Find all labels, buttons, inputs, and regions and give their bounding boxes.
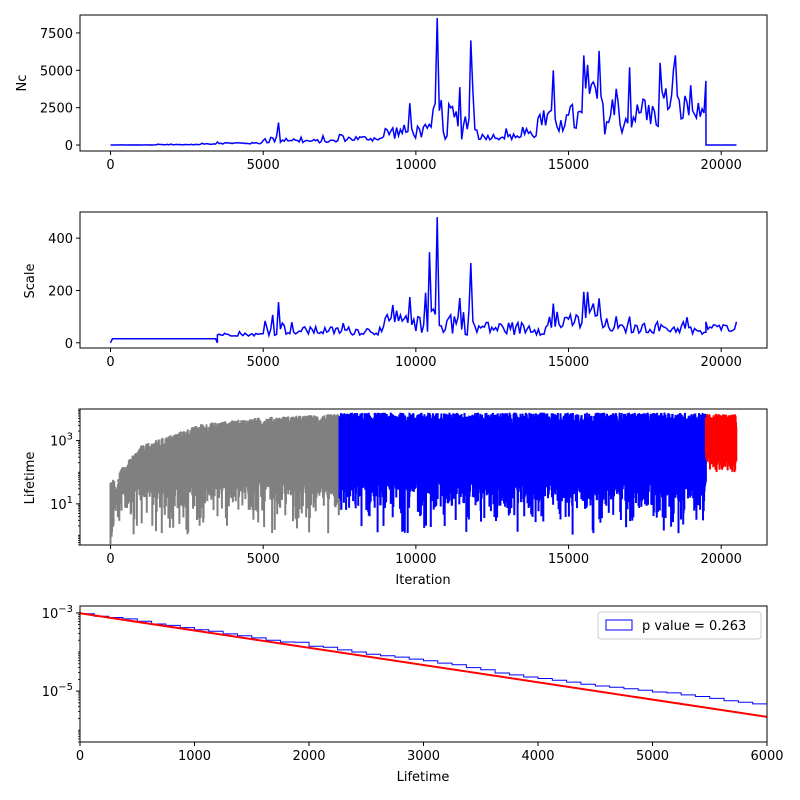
xtick-label: 3000 [407, 749, 440, 764]
ytick-label: 103 [50, 432, 73, 450]
ytick-label: 200 [48, 284, 73, 299]
xtick-label: 2000 [292, 749, 325, 764]
ytick-label: 5000 [40, 64, 73, 79]
ytick-label: 10−5 [42, 682, 73, 700]
xtick-label: 5000 [247, 552, 280, 567]
xtick-label: 5000 [636, 749, 669, 764]
panel-scale: 0 5000 10000 15000 20000 0 200 400 Scale [23, 211, 768, 370]
panel-lifetime: 0 5000 10000 15000 20000 101 103 Lifetime Iter… [23, 408, 768, 588]
ytick-label: 10−3 [42, 604, 73, 622]
xtick-label: 15000 [548, 355, 589, 370]
xtick-label: 10000 [395, 158, 436, 173]
series-line [110, 17, 737, 146]
scale-ylabel: Scale [23, 264, 38, 299]
xtick-label: 20000 [701, 552, 742, 567]
panel-histogram: p value = 0.263 0 1000 2000 3000 4000 5000 6000… [42, 604, 784, 785]
xtick-label: 0 [106, 158, 114, 173]
histogram-xlabel: Lifetime [397, 770, 450, 785]
histogram-step [80, 613, 767, 742]
xtick-label: 15000 [548, 158, 589, 173]
xtick-label: 10000 [395, 552, 436, 567]
lifetime-xlabel: Iteration [395, 573, 450, 588]
series-layer [109, 217, 738, 344]
lifetime-plot-area: 0 5000 10000 15000 20000 101 103 [50, 408, 768, 567]
lifetime-ylabel: Lifetime [23, 452, 38, 505]
nc-ylabel: Nc [15, 75, 30, 92]
scale-plot-area: 0 5000 10000 15000 20000 0 200 400 [48, 211, 768, 370]
ytick-label: 7500 [40, 27, 73, 42]
panel-nc: 0 5000 10000 15000 20000 0 2500 5000 7500 Nc [15, 14, 768, 173]
legend-swatch [605, 619, 633, 631]
series-layer [110, 17, 737, 146]
axes-frame [79, 14, 768, 152]
ytick-label: 0 [65, 337, 73, 352]
ytick-label: 0 [65, 139, 73, 154]
series-layer [80, 612, 767, 742]
histogram-plot-area: p value = 0.263 0 1000 2000 3000 4000 5000 6000… [42, 604, 784, 764]
xtick-label: 5000 [247, 355, 280, 370]
fit-line [80, 612, 767, 718]
xtick-label: 1000 [178, 749, 211, 764]
series-line [109, 217, 738, 344]
series-band [109, 414, 341, 545]
ytick-label: 400 [48, 232, 73, 247]
series-band [338, 412, 707, 535]
xtick-label: 20000 [701, 158, 742, 173]
ytick-label: 101 [50, 495, 73, 513]
xtick-label: 10000 [395, 355, 436, 370]
xtick-label: 0 [106, 355, 114, 370]
xtick-label: 15000 [548, 552, 589, 567]
ytick-label: 2500 [40, 102, 73, 117]
xtick-label: 4000 [521, 749, 554, 764]
xtick-label: 5000 [247, 158, 280, 173]
xtick-label: 0 [76, 749, 84, 764]
axes-frame [79, 211, 768, 349]
series-band [704, 413, 738, 473]
legend: p value = 0.263 [597, 611, 762, 640]
nc-plot-area: 0 5000 10000 15000 20000 0 2500 5000 7500 [40, 14, 768, 173]
xtick-label: 0 [106, 552, 114, 567]
series-layer [109, 412, 738, 545]
legend-label: p value = 0.263 [642, 619, 746, 634]
xtick-label: 20000 [701, 355, 742, 370]
xtick-label: 6000 [750, 749, 783, 764]
legend-box [597, 611, 762, 640]
